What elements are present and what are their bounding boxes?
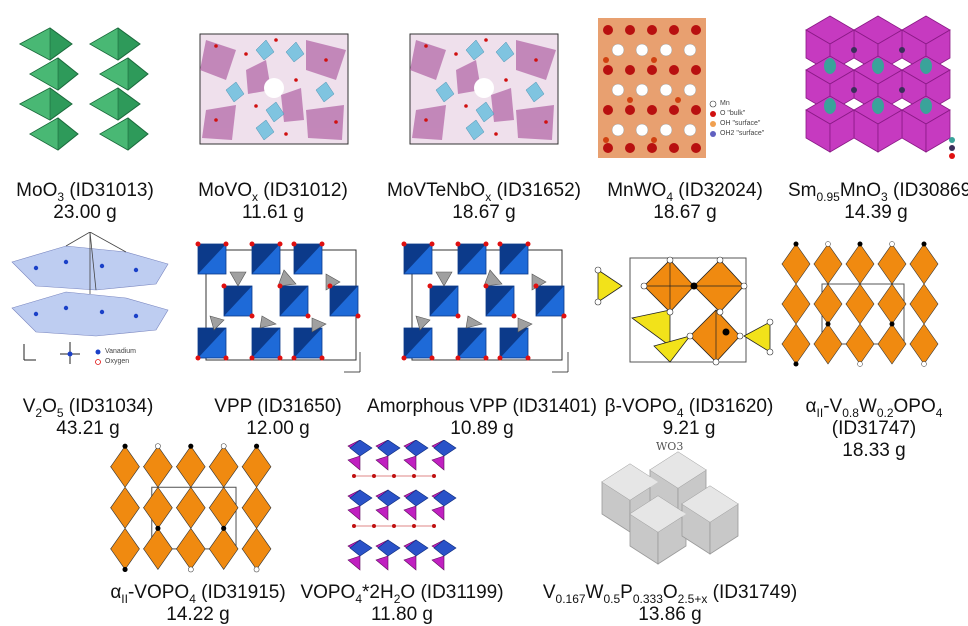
mass-v-w-p-o: 13.86 g <box>638 604 702 625</box>
panel-moo3-image <box>10 14 160 164</box>
vpp-blue-polyhedra-icon <box>195 241 361 373</box>
id-alpha2-v08w02opo4: (ID31747) <box>831 418 917 439</box>
panel-mnwo4-image: Mn O "bulk" OH "surface" OH2 "surface" <box>596 14 772 164</box>
panel-wo3-image: WO3 <box>590 440 750 572</box>
caption-mnwo4: MnWO4 (ID32024) 18.67 g <box>590 180 780 224</box>
caption-beta-vopo4: β-VOPO4 (ID31620) 9.21 g <box>594 396 784 440</box>
mass-movox: 11.61 g <box>242 202 304 223</box>
beta-vopo4-orange-yellow-icon <box>594 256 774 366</box>
v2o5-layers-icon <box>11 232 169 365</box>
panel-movtenbox-image <box>396 10 571 170</box>
panel-alpha2-vopo4-image <box>100 440 296 590</box>
v2o5-legend: Vanadium Oxygen <box>105 348 137 365</box>
caption-v2o5: V2O5 (ID31034) 43.21 g <box>0 396 176 440</box>
panel-sm-mno3-image <box>792 8 960 170</box>
caption-alpha2-vopo4: αII-VOPO4 (ID31915) 14.22 g <box>96 582 300 626</box>
panel-movox-image <box>186 10 361 170</box>
mass-vpp: 12.00 g <box>246 418 310 439</box>
amorphous-vpp-blue-polyhedra-icon <box>401 241 569 373</box>
caption-alpha2-v08w02opo4: αII-V0.8W0.2OPO4 (ID31747) 18.33 g <box>784 396 964 462</box>
caption-moo3: MoO3 (ID31013) 23.00 g <box>0 180 170 224</box>
mass-mnwo4: 18.67 g <box>653 202 717 223</box>
panel-v2o5-image: Vanadium Oxygen <box>6 232 174 384</box>
mnwo4-layered-structure-icon <box>598 18 717 158</box>
mass-movtenbox: 18.67 g <box>452 202 516 223</box>
panel-amorphous-vpp-image <box>396 234 576 382</box>
wo3-gray-octahedra-icon <box>601 451 739 565</box>
movtenbox-framework-icon <box>409 33 559 145</box>
moo3-octahedra-chains-icon <box>18 27 149 151</box>
movox-framework-icon <box>199 33 349 145</box>
caption-movox: MoVOx (ID31012) 11.61 g <box>178 180 368 224</box>
panel-vopo4-2h2o-image <box>340 440 462 582</box>
alpha2-v08w02opo4-orange-yellow-icon <box>781 241 939 367</box>
mass-alpha2-vopo4: 14.22 g <box>166 604 230 625</box>
caption-sm-mno3: Sm0.95MnO3 (ID30869) 14.39 g <box>788 180 968 223</box>
panel-beta-vopo4-image <box>594 256 776 366</box>
mass-beta-vopo4: 9.21 g <box>662 418 716 439</box>
caption-vopo4-2h2o: VOPO4*2H2O (ID31199) 11.80 g <box>300 582 504 625</box>
mass-sm-mno3: 14.39 g <box>844 202 908 223</box>
mass-v2o5: 43.21 g <box>56 418 120 439</box>
mass-amorphous-vpp: 10.89 g <box>450 418 514 439</box>
sm-mno3-perovskite-icon <box>805 15 955 159</box>
mass-alpha2-v08w02opo4: 18.33 g <box>842 440 906 461</box>
vopo4-2h2o-layers-icon <box>347 440 457 571</box>
caption-vpp: VPP (ID31650) 12.00 g <box>190 396 366 440</box>
mass-vopo4-2h2o: 11.80 g <box>371 604 433 625</box>
caption-v-w-p-o: V0.167W0.5P0.333O2.5+x (ID31749) 13.86 g <box>520 582 820 626</box>
panel-alpha2-v08w02opo4-image <box>776 238 958 384</box>
caption-amorphous-vpp: Amorphous VPP (ID31401) 10.89 g <box>367 396 597 439</box>
alpha2-vopo4-orange-yellow-icon <box>110 443 272 573</box>
caption-movtenbox: MoVTeNbOx (ID31652) 18.67 g <box>368 180 600 224</box>
mass-moo3: 23.00 g <box>53 202 117 223</box>
wo3-label: WO3 <box>656 440 684 453</box>
panel-vpp-image <box>190 234 366 382</box>
mnwo4-legend: Mn O "bulk" OH "surface" OH2 "surface" <box>720 100 765 137</box>
